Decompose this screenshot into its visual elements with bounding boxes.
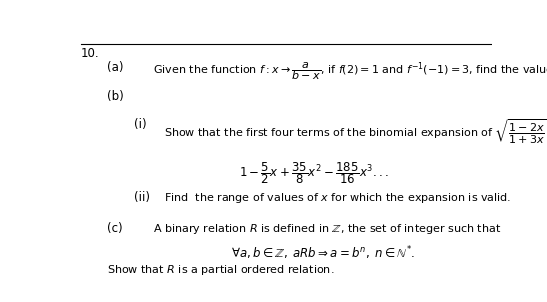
Text: Given the function $f:x\rightarrow\dfrac{a}{b-x}$, if $f(2)=1$ and $f^{-1}(-1)=3: Given the function $f:x\rightarrow\dfrac… — [153, 61, 547, 83]
Text: Show that $R$ is a partial ordered relation.: Show that $R$ is a partial ordered relat… — [107, 263, 334, 277]
Text: (b): (b) — [107, 90, 123, 103]
Text: $\forall a,b\in\mathbb{Z},\; aRb\Rightarrow a=b^{n},\; n\in\mathbb{N}^{*}$.: $\forall a,b\in\mathbb{Z},\; aRb\Rightar… — [231, 244, 415, 262]
Text: 10.: 10. — [81, 47, 100, 60]
Text: $1-\dfrac{5}{2}x+\dfrac{35}{8}x^{2}-\dfrac{185}{16}x^{3}...$: $1-\dfrac{5}{2}x+\dfrac{35}{8}x^{2}-\dfr… — [240, 161, 389, 186]
Text: (i): (i) — [134, 117, 147, 131]
Text: Find  the range of values of $x$ for which the expansion is valid.: Find the range of values of $x$ for whic… — [164, 191, 511, 205]
Text: A binary relation $R$ is defined in $\mathbb{Z}$, the set of integer such that: A binary relation $R$ is defined in $\ma… — [153, 222, 501, 236]
Text: Show that the first four terms of the binomial expansion of $\sqrt{\dfrac{1-2x}{: Show that the first four terms of the bi… — [164, 117, 547, 146]
Text: (a): (a) — [107, 61, 123, 74]
Text: (c): (c) — [107, 222, 122, 235]
Text: (ii): (ii) — [134, 191, 150, 204]
